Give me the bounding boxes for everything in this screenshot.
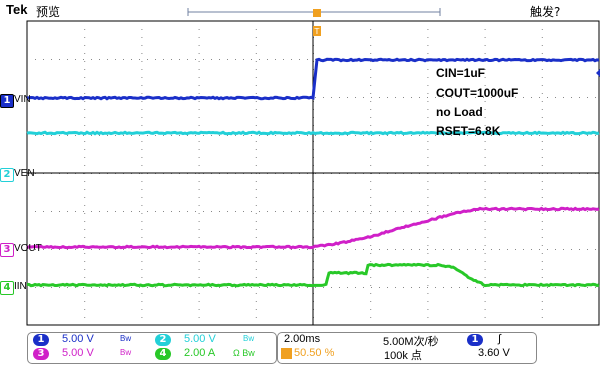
timebase-value: 2.00ms [284,333,320,345]
annotation-cout: COUT=1000uF [436,86,518,100]
status-bar: 1 5.00 V Bw 2 5.00 V Bw 3 5.00 V Bw 4 2.… [0,330,600,365]
trigger-slope-icon: ∫ [498,333,501,345]
ch4-scale-chip[interactable]: 4 [155,348,171,360]
annotation-cin: CIN=1uF [436,66,485,80]
trigger-position: 50.50 % [294,347,334,359]
ch4-bw-icon: Ω Bw [233,348,255,358]
ch1-scale-chip[interactable]: 1 [33,334,49,346]
ch3-label: VOUT [14,243,42,254]
ch1-scale: 5.00 V [62,333,94,345]
record-length: 100k 点 [384,347,422,363]
ch4-label: IIN [14,281,27,292]
ch2-scale-chip[interactable]: 2 [155,334,171,346]
trigger-level: 3.60 V [478,347,510,359]
ch4-marker[interactable]: 4 [0,281,14,295]
ch1-bw-icon: Bw [120,334,131,343]
ch3-bw-icon: Bw [120,348,131,357]
ch1-label: VIN [14,94,31,105]
trigger-source-chip[interactable]: 1 [467,334,483,346]
ch3-scale: 5.00 V [62,347,94,359]
ch2-marker[interactable]: 2 [0,168,14,182]
ch1-marker[interactable]: 1 [0,94,14,108]
trigger-pos-chip[interactable] [281,348,292,359]
ch3-marker[interactable]: 3 [0,243,14,257]
svg-text:T: T [314,27,320,36]
ch4-scale: 2.00 A [184,347,215,359]
ch2-scale: 5.00 V [184,333,216,345]
ch2-label: VEN [14,168,35,179]
ch3-scale-chip[interactable]: 3 [33,348,49,360]
annotation-load: no Load [436,105,483,119]
ch2-bw-icon: Bw [243,334,254,343]
annotation-rset: RSET=6.8K [436,124,500,138]
trace-ven [27,132,599,133]
